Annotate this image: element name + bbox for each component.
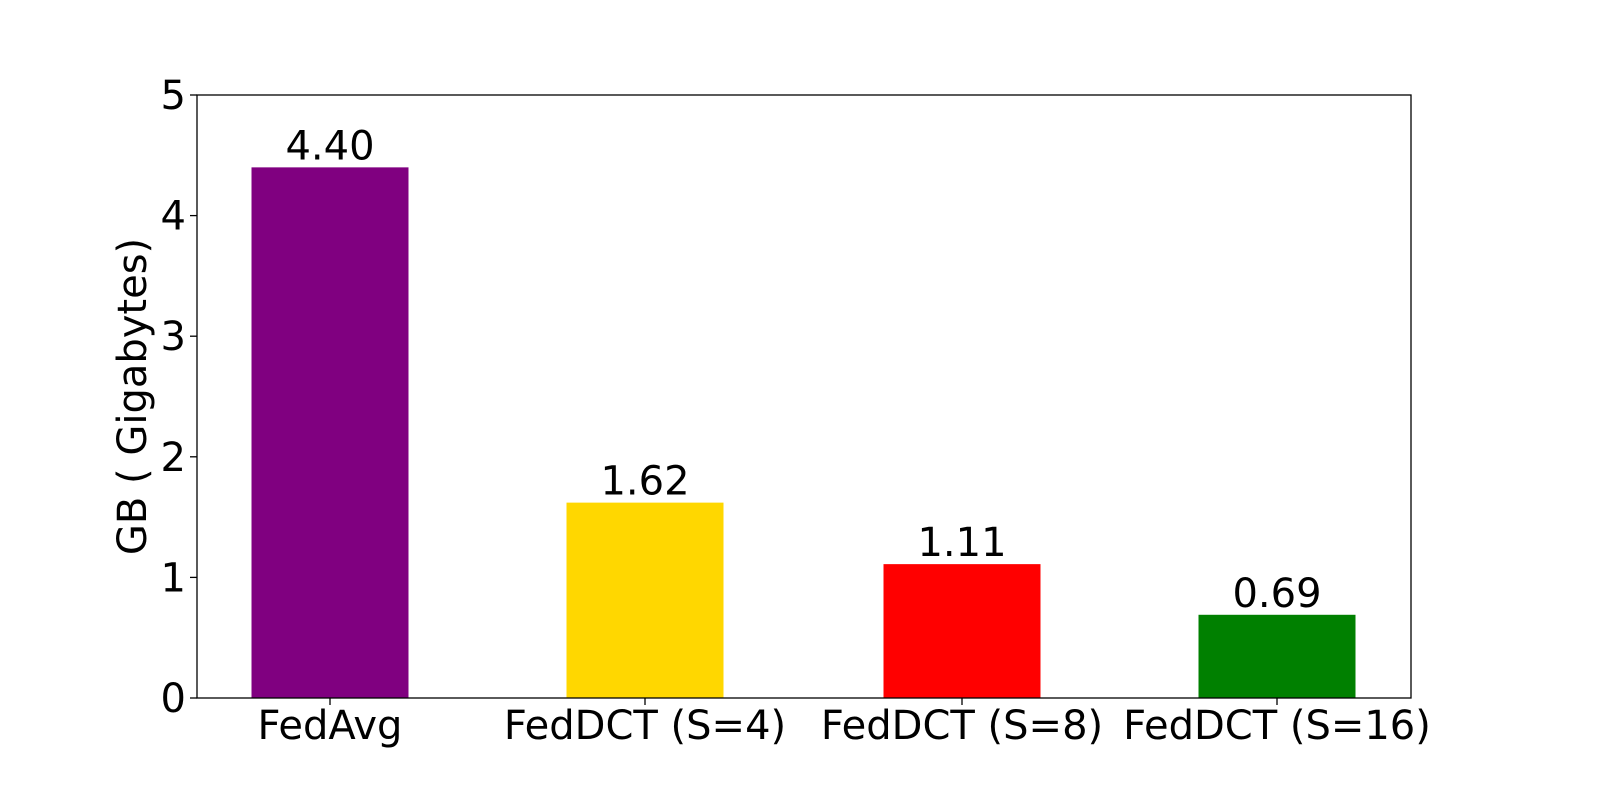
x-tick-label: FedDCT (S=4) — [504, 703, 786, 749]
bar-value-label: 1.11 — [917, 520, 1006, 566]
plot-area-frame — [196, 94, 1412, 699]
y-tick-label: 1 — [161, 555, 186, 601]
bar-value-labels-group: 4.40 1.62 1.11 0.69 — [285, 123, 1321, 616]
y-tick-label: 5 — [161, 73, 186, 119]
y-axis-ticks-group: 0 1 2 3 4 5 — [161, 73, 197, 722]
bars-group — [251, 167, 1356, 699]
x-tick-label: FedDCT (S=8) — [821, 703, 1103, 749]
bar — [251, 167, 409, 699]
y-tick-label: 2 — [161, 435, 186, 481]
y-axis-label: GB ( Gigabytes) — [110, 238, 156, 555]
x-axis-ticks-group: FedAvg FedDCT (S=4) FedDCT (S=8) FedDCT (S=… — [258, 698, 1431, 749]
bar — [1198, 614, 1356, 698]
x-tick-label: FedDCT (S=16) — [1123, 703, 1431, 749]
bar — [883, 564, 1041, 698]
bar-value-label: 1.62 — [600, 459, 689, 505]
y-tick-label: 4 — [161, 194, 186, 240]
y-tick-label: 0 — [161, 676, 186, 722]
bar-value-label: 4.40 — [285, 123, 374, 169]
bar-value-label: 0.69 — [1232, 571, 1321, 617]
x-tick-label: FedAvg — [258, 703, 403, 749]
bar — [566, 502, 724, 698]
y-tick-label: 3 — [161, 314, 186, 360]
